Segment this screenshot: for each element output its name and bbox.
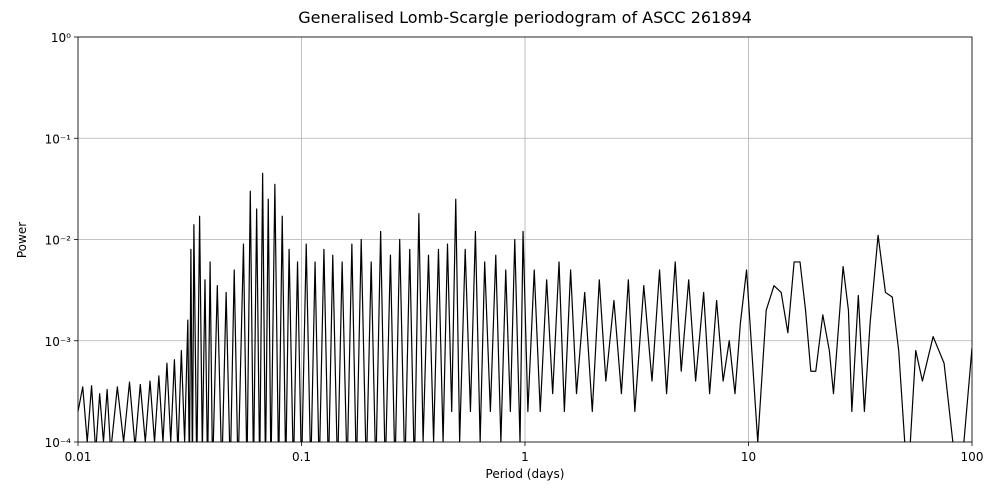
x-tick-label: 10: [741, 450, 756, 464]
x-tick-label: 0.1: [292, 450, 311, 464]
y-tick-label: 10⁻¹: [45, 132, 72, 146]
data-line: [78, 172, 972, 442]
y-tick-label: 10⁰: [51, 31, 71, 45]
y-tick-label: 10⁻³: [45, 335, 72, 349]
chart-title: Generalised Lomb-Scargle periodogram of …: [298, 8, 752, 27]
x-axis-label: Period (days): [486, 467, 565, 481]
x-tick-label: 100: [961, 450, 984, 464]
x-tick-label: 0.01: [65, 450, 92, 464]
y-axis-label: Power: [15, 222, 29, 258]
plot-area: [78, 172, 972, 442]
x-tick-label: 1: [521, 450, 529, 464]
y-tick-label: 10⁻²: [45, 234, 72, 248]
y-tick-label: 10⁻⁴: [45, 436, 72, 450]
